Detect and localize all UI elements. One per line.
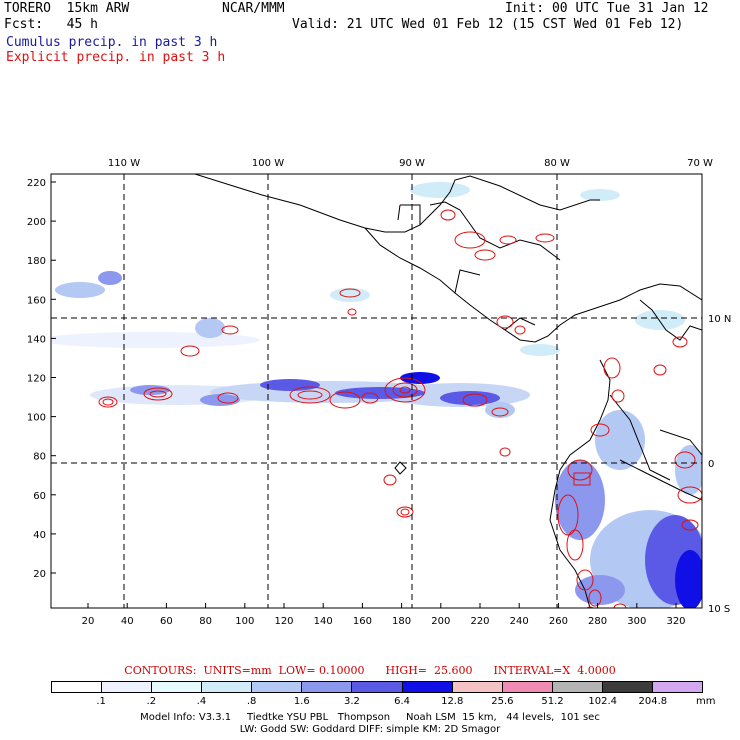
x-tick-label: 240 bbox=[510, 616, 529, 627]
color-bar-label: 51.2 bbox=[541, 696, 564, 707]
lat-label: 0 bbox=[708, 459, 714, 470]
x-tick-label: 160 bbox=[353, 616, 372, 627]
explicit-precip-label: Explicit precip. in past 3 h bbox=[6, 50, 226, 65]
color-bar-label: 25.6 bbox=[491, 696, 514, 707]
y-axis-ticks: 220 200 180 160 140 120 100 80 60 40 20 bbox=[27, 178, 56, 580]
model-title: TORERO 15km ARW bbox=[4, 1, 130, 16]
color-bar-label: .4 bbox=[196, 696, 207, 707]
x-tick-label: 260 bbox=[549, 616, 568, 627]
color-bar-label: .1 bbox=[96, 696, 106, 707]
color-bar-label: 1.6 bbox=[293, 696, 310, 707]
color-bar-swatch bbox=[252, 682, 303, 692]
x-tick-label: 280 bbox=[588, 616, 607, 627]
color-bar-swatch bbox=[152, 682, 203, 692]
lon-label: 100 W bbox=[252, 158, 284, 169]
cumulus-precip-label: Cumulus precip. in past 3 h bbox=[6, 35, 218, 50]
x-tick-label: 40 bbox=[121, 616, 134, 627]
valid-time: Valid: 21 UTC Wed 01 Feb 12 (15 CST Wed … bbox=[292, 17, 684, 32]
color-bar-swatch bbox=[202, 682, 253, 692]
color-bar-label: .8 bbox=[246, 696, 257, 707]
center-label: NCAR/MMM bbox=[222, 1, 285, 16]
contours-info: CONTOURS: UNITS=mm LOW= 0.10000 HIGH= 25… bbox=[124, 664, 616, 677]
lat-label: 10 N bbox=[708, 314, 731, 325]
color-bar-swatch bbox=[102, 682, 153, 692]
x-tick-label: 300 bbox=[627, 616, 646, 627]
color-bar-unit: mm bbox=[696, 696, 716, 707]
color-bar-swatch bbox=[52, 682, 103, 692]
x-axis-ticks: 20 40 60 80 100 120 140 160 180 200 220 240 260 280 30… bbox=[82, 603, 686, 627]
color-bar-swatch bbox=[452, 682, 503, 692]
color-bar-swatch bbox=[302, 682, 353, 692]
x-tick-label: 180 bbox=[392, 616, 411, 627]
lat-labels: 10 N 0 10 S bbox=[708, 314, 731, 615]
color-bar-swatch bbox=[552, 682, 603, 692]
y-tick-label: 60 bbox=[33, 491, 46, 502]
y-tick-label: 220 bbox=[27, 178, 46, 189]
lat-lon-grid bbox=[51, 174, 702, 608]
forecast-hour: Fcst: 45 h bbox=[4, 17, 98, 32]
x-tick-label: 100 bbox=[235, 616, 254, 627]
color-bar-label: 3.2 bbox=[343, 696, 360, 707]
physics-info: LW: Godd SW: Goddard DIFF: simple KM: 2D… bbox=[239, 724, 501, 735]
color-bar-swatch bbox=[652, 682, 703, 692]
init-time: Init: 00 UTC Tue 31 Jan 12 bbox=[505, 1, 709, 16]
color-bar-label: 102.4 bbox=[588, 696, 618, 707]
y-tick-label: 200 bbox=[27, 217, 46, 228]
x-tick-label: 320 bbox=[666, 616, 685, 627]
explicit-precip-contours bbox=[98, 209, 702, 608]
lon-labels: 110 W 100 W 90 W 80 W 70 W bbox=[108, 158, 713, 169]
lon-label: 110 W bbox=[108, 158, 140, 169]
color-bar-swatch bbox=[352, 682, 403, 692]
y-tick-label: 180 bbox=[27, 256, 46, 267]
lat-label: 10 S bbox=[708, 604, 730, 615]
color-bar-swatch bbox=[402, 682, 453, 692]
x-tick-label: 20 bbox=[82, 616, 95, 627]
color-bar-label: 204.8 bbox=[638, 696, 668, 707]
model-info: Model Info: V3.3.1 Tiedtke YSU PBL Thomp… bbox=[140, 712, 600, 723]
y-tick-label: 140 bbox=[27, 334, 46, 345]
y-tick-label: 160 bbox=[27, 295, 46, 306]
x-tick-label: 140 bbox=[314, 616, 333, 627]
lon-label: 90 W bbox=[399, 158, 425, 169]
y-tick-label: 120 bbox=[27, 374, 46, 385]
y-tick-label: 80 bbox=[33, 452, 46, 463]
color-bar-swatch bbox=[602, 682, 653, 692]
cumulus-precip-shading bbox=[51, 182, 702, 608]
x-tick-label: 120 bbox=[274, 616, 293, 627]
color-bar-label: 12.8 bbox=[441, 696, 464, 707]
x-tick-label: 200 bbox=[431, 616, 450, 627]
color-bar bbox=[51, 681, 703, 693]
color-bar-swatch bbox=[502, 682, 553, 692]
x-tick-label: 220 bbox=[470, 616, 489, 627]
y-tick-label: 40 bbox=[33, 530, 46, 541]
lon-label: 70 W bbox=[687, 158, 713, 169]
color-bar-label: 6.4 bbox=[394, 696, 411, 707]
color-bar-label: .2 bbox=[146, 696, 157, 707]
lon-label: 80 W bbox=[544, 158, 570, 169]
map-frame bbox=[50, 173, 703, 609]
x-tick-label: 60 bbox=[160, 616, 173, 627]
x-tick-label: 80 bbox=[199, 616, 212, 627]
y-tick-label: 100 bbox=[27, 413, 46, 424]
y-tick-label: 20 bbox=[33, 569, 46, 580]
coastlines bbox=[194, 174, 702, 608]
